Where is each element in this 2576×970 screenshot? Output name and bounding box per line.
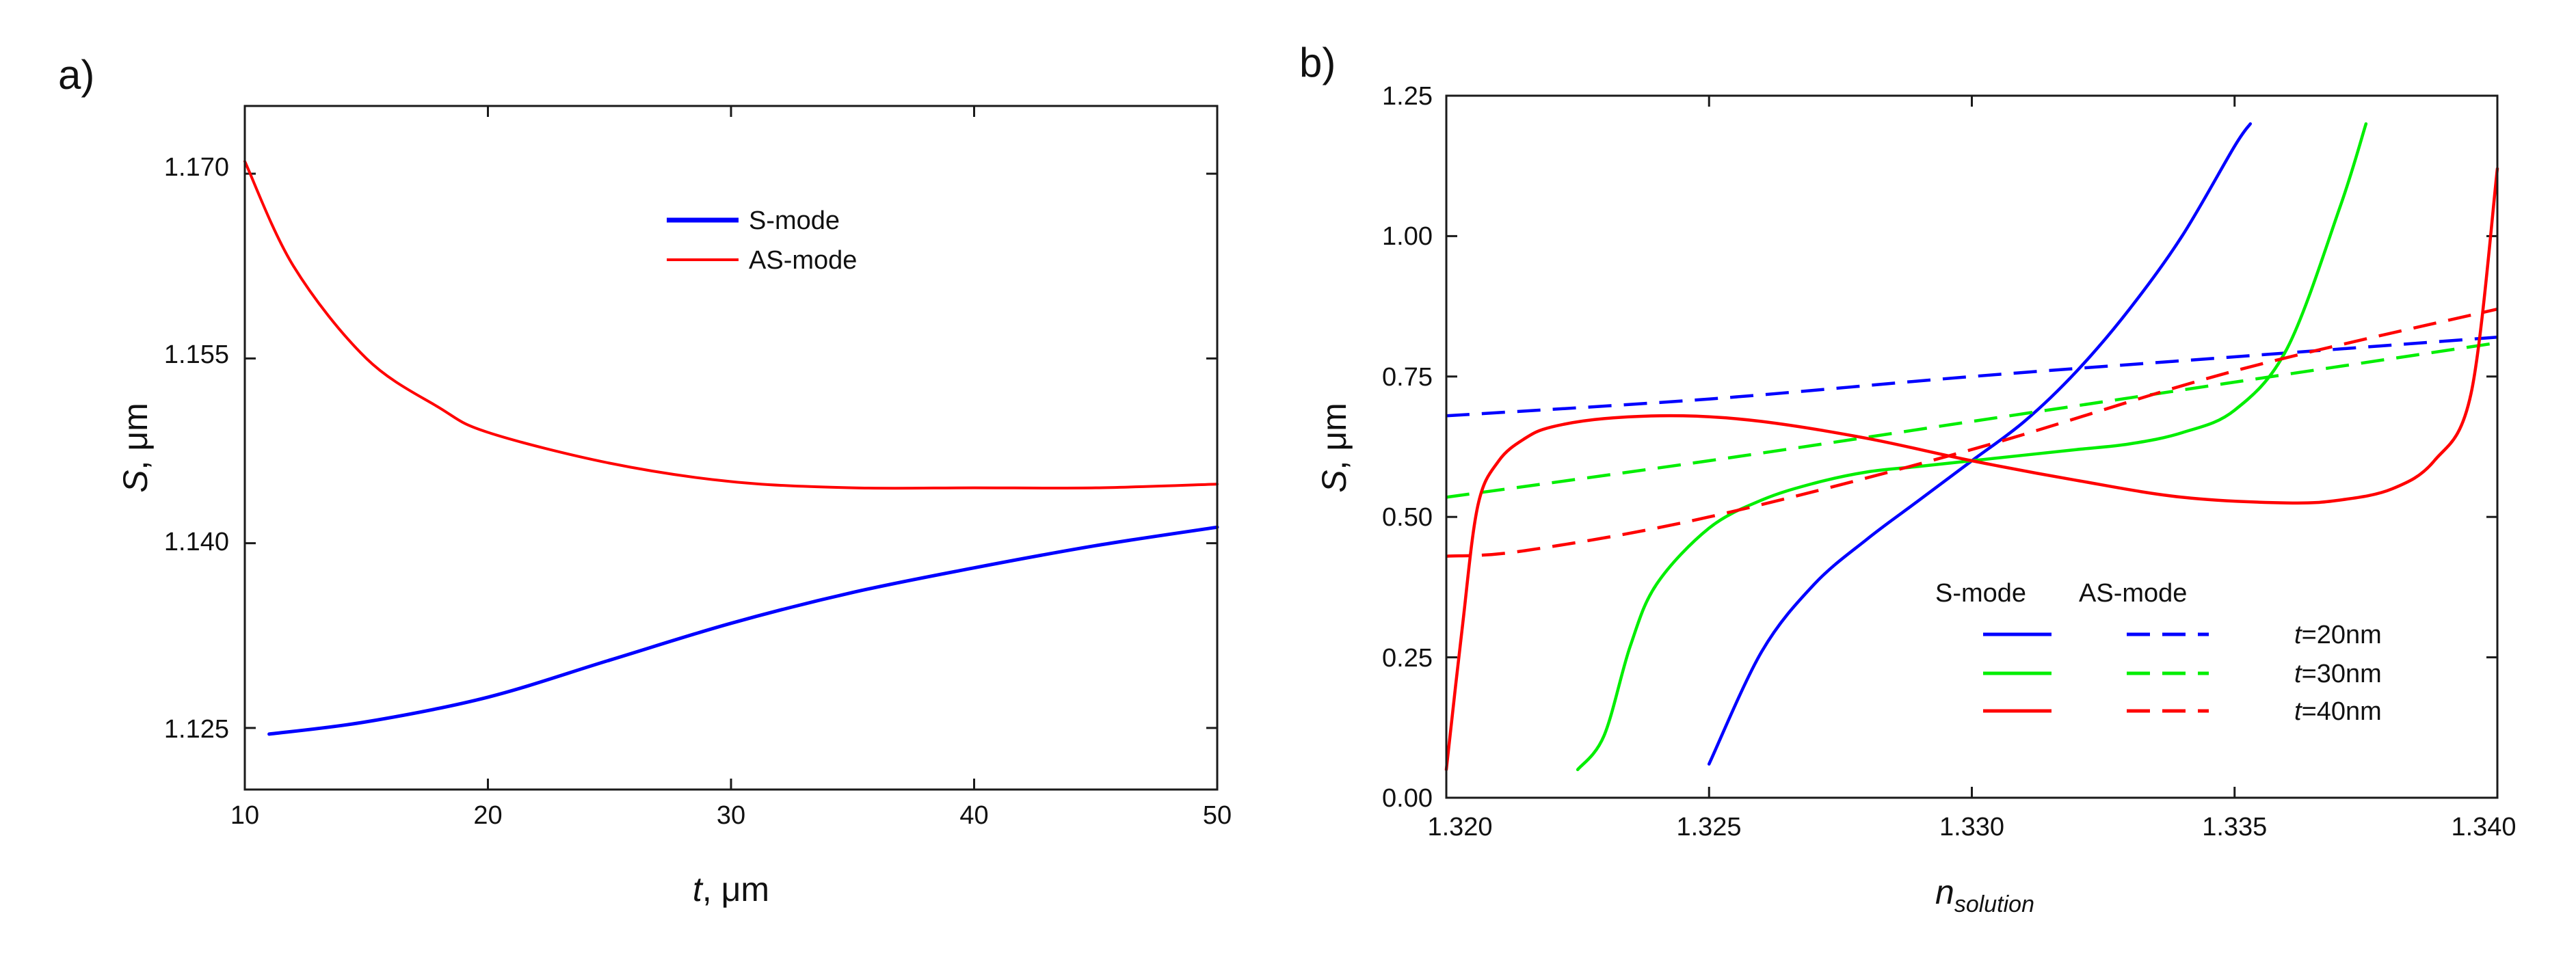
panel-b-legend-label-30nm: t=30nm	[2294, 660, 2382, 688]
panel-a-x-tick-label: 40	[959, 801, 988, 830]
panel-b-label: b)	[1299, 40, 1336, 85]
panel-b-y-tick-label: 0.00	[1382, 784, 1433, 813]
panel-b-x-tick-label: 1.335	[2202, 813, 2267, 841]
panel-b-legend: S-mode AS-mode t=20nm t=30nm t=40nm	[1935, 579, 2382, 726]
panel-a-y-tick-label: 1.140	[164, 528, 229, 556]
panel-b-x-axis-subscript: solution	[1954, 891, 2034, 917]
panel-b-legend-value: =20nm	[2302, 621, 2382, 649]
panel-b-x-tick-label: 1.325	[1676, 813, 1741, 841]
panel-a-y-tick-label: 1.125	[164, 715, 229, 744]
panel-a-x-tick-label: 10	[230, 801, 259, 830]
panel-b-legend-value: =40nm	[2302, 697, 2382, 726]
panel-a-legend-label-s-mode: S-mode	[749, 206, 840, 235]
panel-a-x-axis-symbol: t	[693, 870, 704, 908]
panel-b-legend-label-20nm: t=20nm	[2294, 621, 2382, 649]
panel-a: a) 1.125 1.140 1.155 1.170 10 20 30 40 5…	[58, 52, 1232, 908]
panel-b-series-line-s-mode-t-20nm	[1707, 122, 2253, 766]
panel-b-series	[1444, 122, 2499, 772]
panel-a-x-axis-title: t, μm	[693, 870, 769, 908]
panel-b-legend-prefix: t	[2294, 697, 2302, 726]
panel-a-legend-label-as-mode: AS-mode	[749, 246, 857, 275]
panel-b-y-tick-label: 1.25	[1382, 82, 1433, 111]
panel-a-x-tick-label: 30	[717, 801, 745, 830]
panel-b-x-tick-label: 1.340	[2451, 813, 2516, 841]
panel-a-x-axis-unit: , μm	[702, 870, 769, 908]
panel-b-plot-frame	[1445, 94, 2499, 799]
panel-b-x-axis-symbol: n	[1935, 873, 1954, 911]
panel-a-y-tick-label: 1.170	[164, 153, 229, 182]
panel-b-x-axis-title: nsolution	[1935, 873, 2034, 917]
panel-b-y-axis-title: S, μm	[1315, 403, 1353, 493]
panel-a-x-tick-label: 50	[1203, 801, 1232, 830]
panel-b-y-axis-unit: , μm	[1315, 403, 1353, 470]
panel-b-y-tick-label: 0.25	[1382, 644, 1433, 673]
panel-b-legend-value: =30nm	[2302, 660, 2382, 688]
panel-b-legend-header-as-mode: AS-mode	[2079, 579, 2187, 608]
panel-a-y-tick-label: 1.155	[164, 340, 229, 369]
panel-b-ticks	[1445, 94, 2499, 799]
panel-b: b) 0.00 0.25 0.50 0.75 1.00 1.25 1.320 1…	[1299, 40, 2517, 917]
panel-a-y-axis-title: S, μm	[116, 403, 155, 493]
panel-b-y-tick-label: 1.00	[1382, 222, 1433, 251]
panel-a-series	[243, 160, 1219, 736]
panel-b-series-line-s-mode-t-40nm	[1444, 167, 2499, 772]
panel-a-series-line-s-mode	[267, 525, 1219, 736]
panel-a-ticks	[243, 106, 1219, 790]
panel-b-legend-prefix: t	[2294, 621, 2302, 649]
panel-b-x-tick-label: 1.330	[1939, 813, 2004, 841]
panel-b-y-tick-label: 0.75	[1382, 363, 1433, 392]
panel-b-legend-header-s-mode: S-mode	[1935, 579, 2026, 608]
panel-a-legend: S-mode AS-mode	[667, 206, 857, 275]
panel-a-y-axis-symbol: S	[116, 470, 155, 492]
panel-b-legend-label-40nm: t=40nm	[2294, 697, 2382, 726]
panel-a-plot-frame	[243, 105, 1219, 791]
panel-b-legend-prefix: t	[2294, 660, 2302, 688]
panel-b-series-line-as-mode-t-40nm	[1446, 308, 2498, 558]
panel-b-y-axis-symbol: S	[1315, 470, 1353, 492]
panel-a-y-axis-unit: , μm	[116, 403, 155, 470]
panel-b-x-tick-label: 1.320	[1427, 813, 1492, 841]
panel-b-y-tick-label: 0.50	[1382, 503, 1433, 532]
panel-a-label: a)	[58, 52, 94, 98]
panel-b-series-line-as-mode-t-20nm	[1446, 336, 2498, 418]
panel-b-series-line-s-mode-t-30nm	[1576, 122, 2368, 772]
panel-b-series-line-as-mode-t-30nm	[1446, 341, 2498, 499]
panel-a-x-tick-label: 20	[473, 801, 502, 830]
panel-a-series-line-as-mode	[243, 160, 1219, 490]
